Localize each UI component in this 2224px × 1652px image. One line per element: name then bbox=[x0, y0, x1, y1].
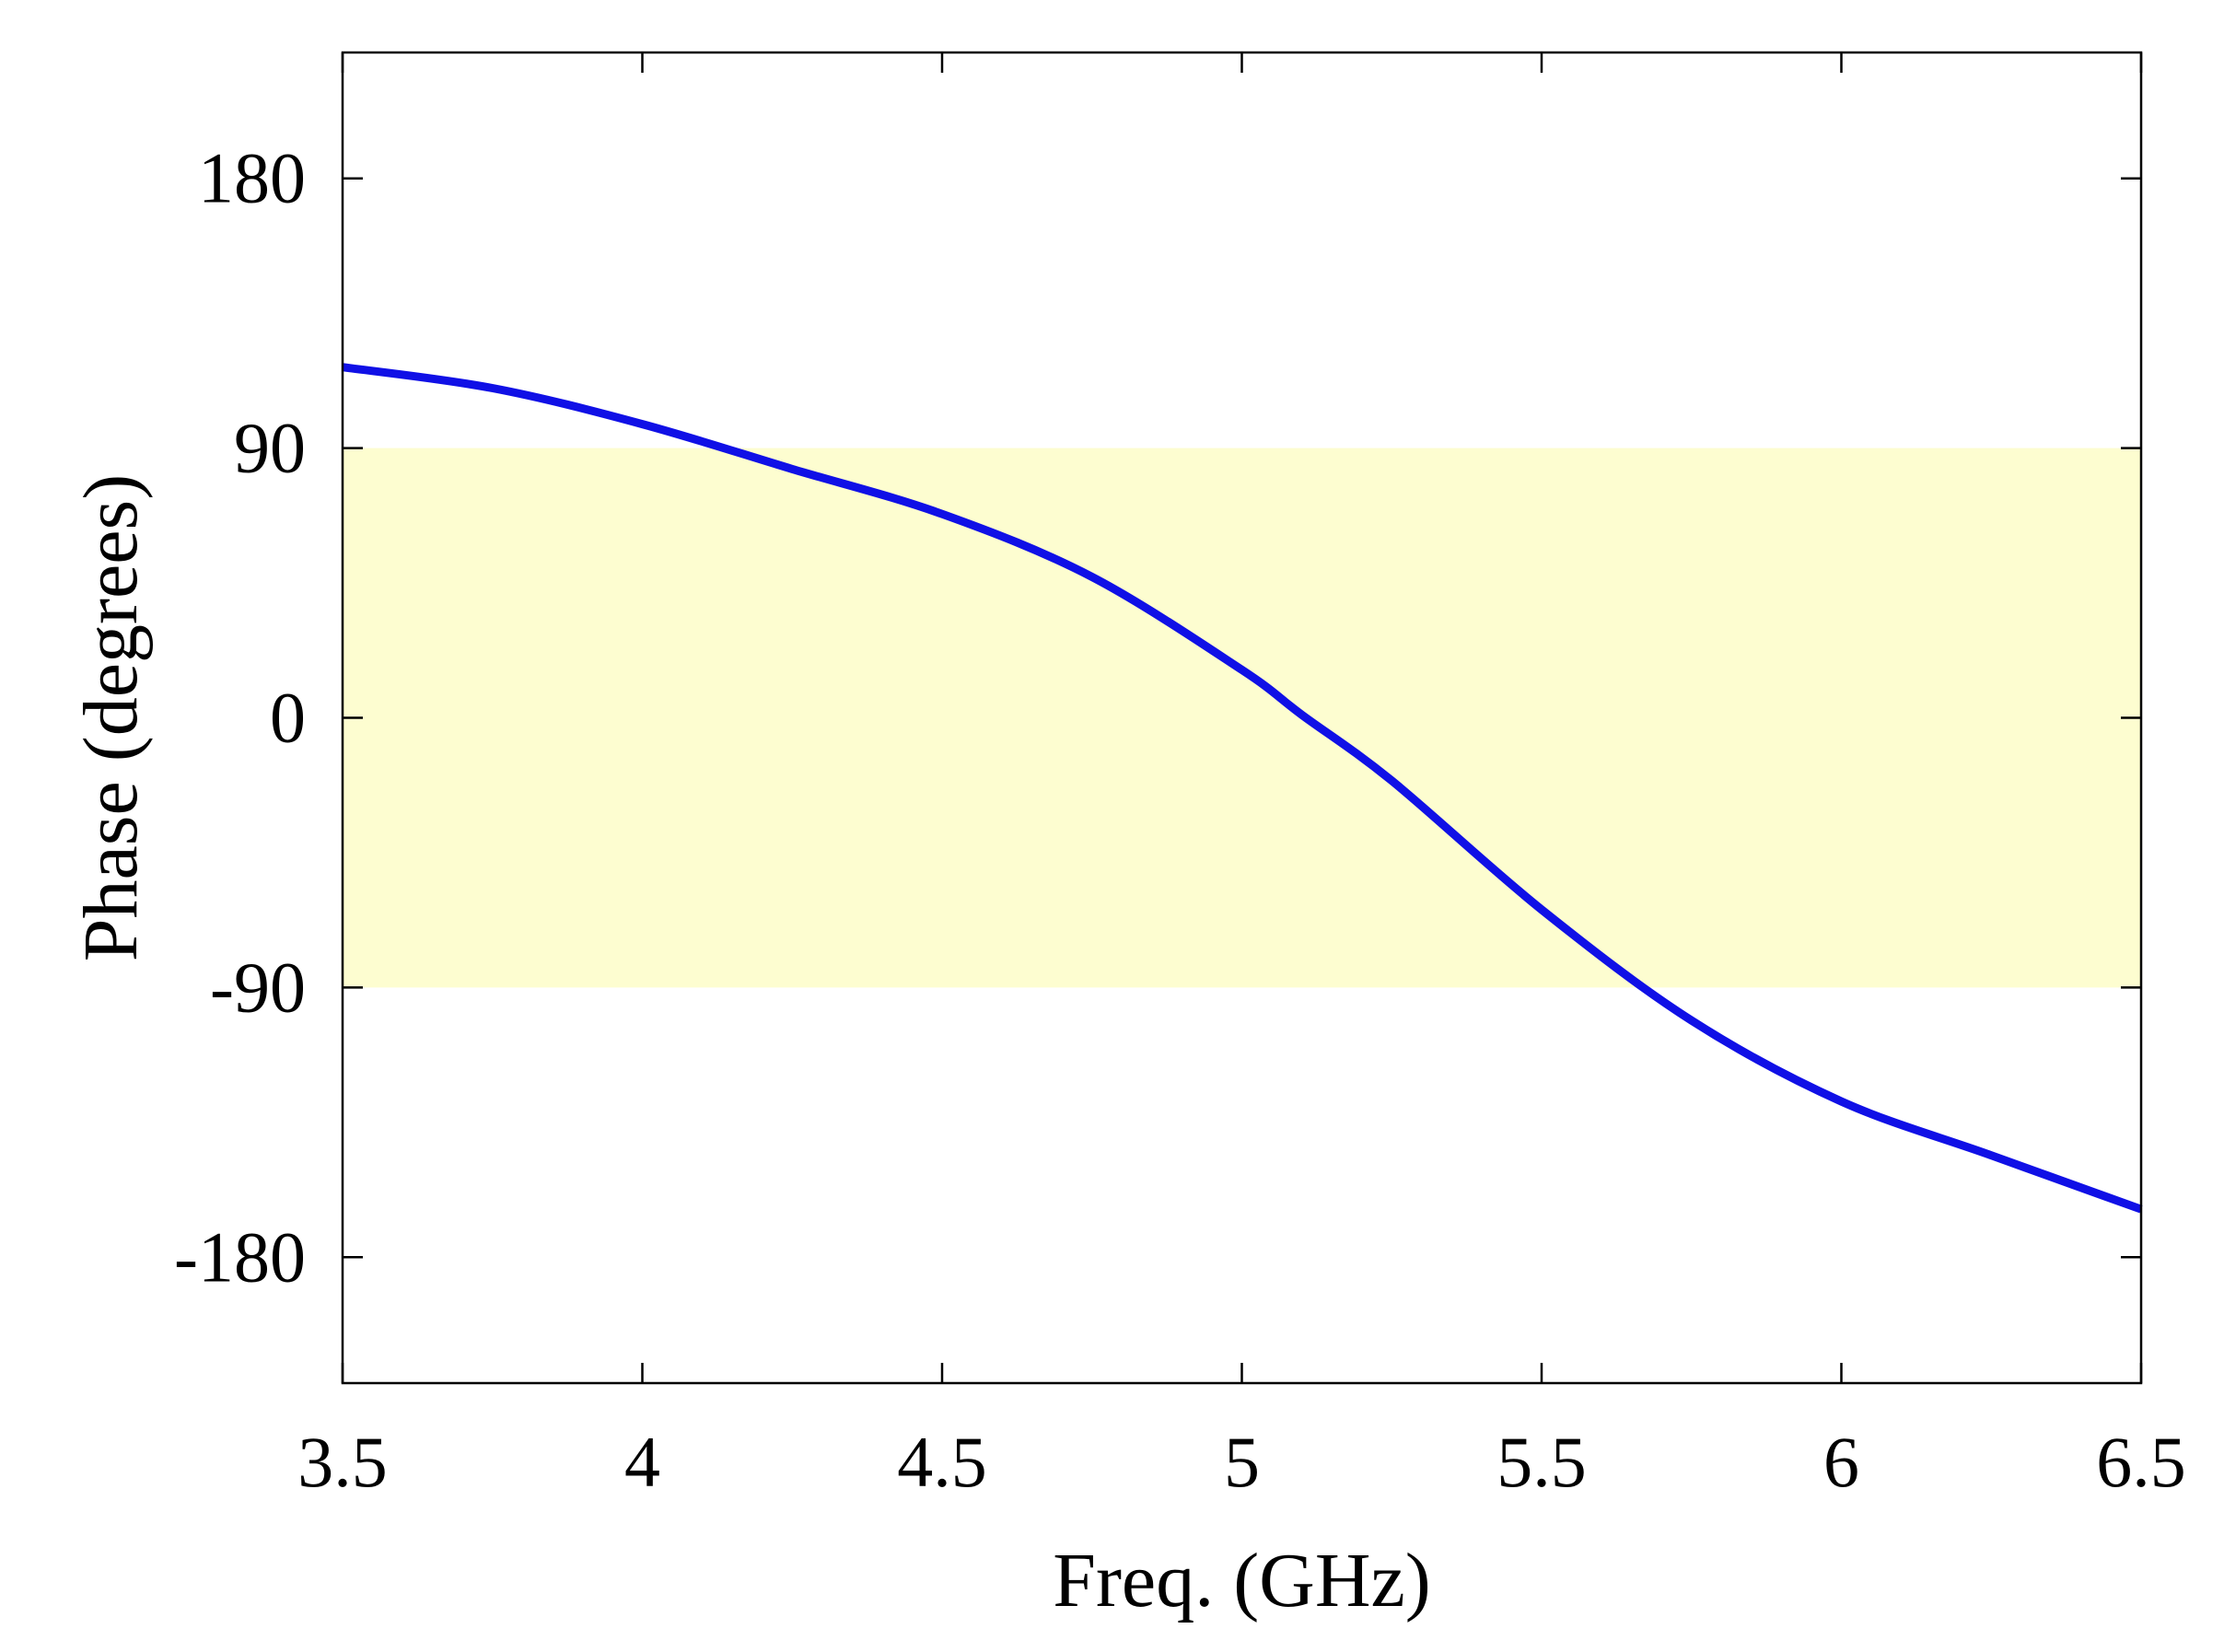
series-layer bbox=[342, 363, 2143, 1214]
y-tick-label: 180 bbox=[198, 138, 306, 218]
x-tick-label: 3.5 bbox=[297, 1422, 388, 1502]
y-tick-label: -180 bbox=[174, 1216, 306, 1297]
x-tick-label: 6 bbox=[1823, 1422, 1859, 1502]
x-tick-label: 6.5 bbox=[2096, 1422, 2186, 1502]
phase-series-line bbox=[342, 363, 2143, 1214]
y-tick-label: 0 bbox=[270, 678, 306, 758]
y-axis-label: Phase (degrees) bbox=[68, 474, 154, 961]
tick-layer: 3.5 4 4.5 5 5.5 6 6.5 180 90 0 -90 -180 bbox=[174, 52, 2186, 1502]
x-tick-label: 5 bbox=[1224, 1422, 1260, 1502]
band-layer bbox=[343, 448, 2141, 988]
shaded-band bbox=[343, 448, 2141, 988]
x-axis-label: Freq. (GHz) bbox=[1053, 1538, 1431, 1623]
y-tick-label: -90 bbox=[210, 947, 306, 1027]
x-tick-label: 4.5 bbox=[897, 1422, 987, 1502]
x-tick-label: 5.5 bbox=[1496, 1422, 1587, 1502]
y-tick-label: 90 bbox=[234, 408, 306, 488]
label-layer: Freq. (GHz) Phase (degrees) bbox=[68, 474, 1431, 1623]
x-tick-label: 4 bbox=[624, 1422, 660, 1502]
plot-frame bbox=[341, 51, 2143, 1385]
